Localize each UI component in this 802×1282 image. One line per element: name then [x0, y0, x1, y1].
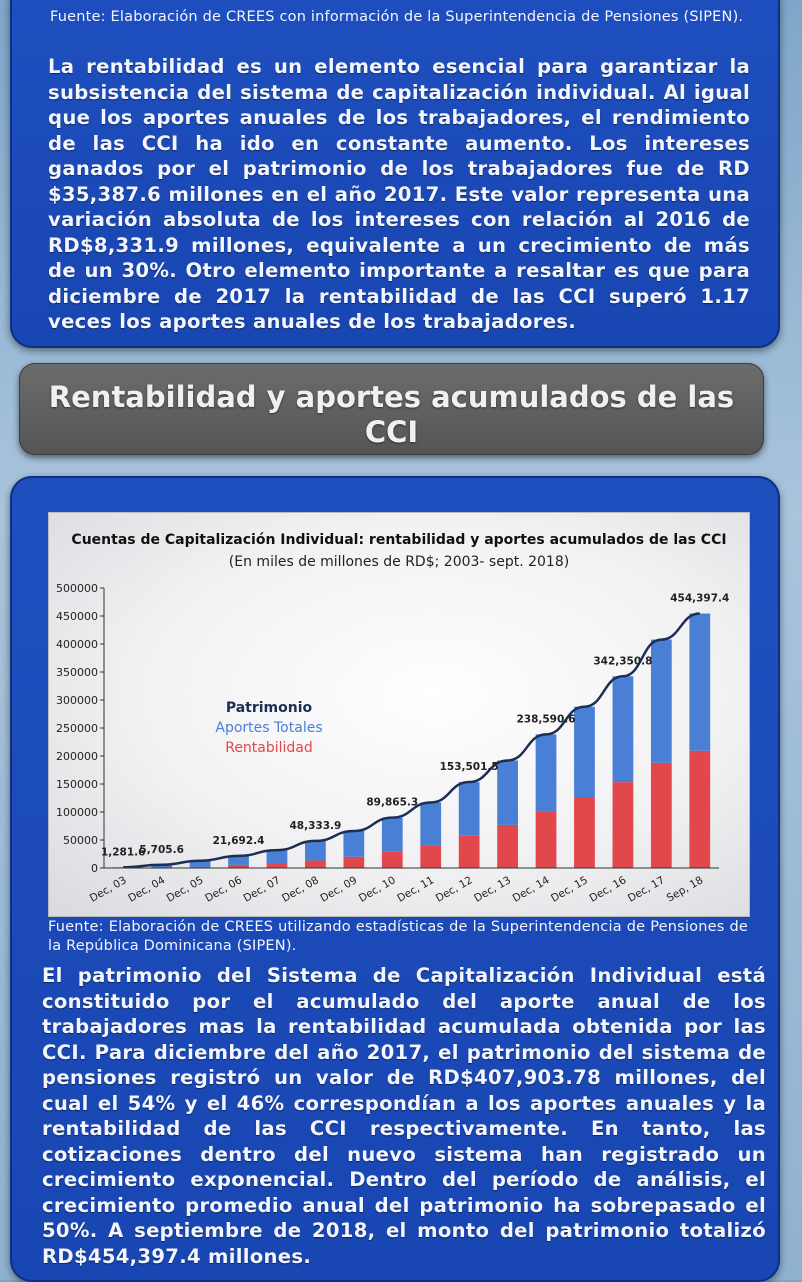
x-tick-label: Dec, 12 [434, 874, 475, 905]
y-tick-label: 400000 [56, 638, 98, 651]
patrimonio-data-label: 21,692.4 [213, 835, 265, 847]
x-tick-label: Dec, 07 [242, 874, 283, 905]
y-tick-label: 150000 [56, 778, 98, 791]
y-tick-label: 450000 [56, 610, 98, 623]
patrimonio-data-label: 342,350.8 [593, 655, 652, 667]
bar-rentabilidad [536, 811, 557, 868]
bar-aportes [343, 831, 364, 857]
bar-rentabilidad [651, 763, 672, 868]
patrimonio-data-label: 454,397.4 [670, 593, 729, 605]
chart-subtitle: (En miles de millones de RD$; 2003- sept… [229, 554, 569, 570]
bar-aportes [459, 782, 480, 836]
bar-rentabilidad [267, 863, 288, 868]
y-tick-label: 0 [91, 862, 98, 875]
patrimonio-data-label: 238,590.6 [516, 713, 575, 725]
x-tick-label: Sep, 18 [665, 874, 705, 904]
bars [113, 614, 710, 868]
bar-rentabilidad [343, 857, 364, 868]
patrimonio-data-label: 5,705.6 [139, 844, 184, 856]
data-labels: 1,281.65,705.621,692.448,333.989,865.315… [101, 593, 729, 859]
legend-item: Aportes Totales [215, 720, 322, 736]
bar-aportes [305, 841, 326, 861]
x-tick-label: Dec, 16 [587, 874, 628, 905]
bar-aportes [689, 614, 710, 751]
x-tick-label: Dec, 14 [511, 874, 552, 905]
bar-rentabilidad [613, 782, 634, 868]
chart-title: Cuentas de Capitalización Individual: re… [71, 532, 726, 548]
bar-aportes [267, 850, 288, 863]
x-tick-label: Dec, 08 [280, 874, 321, 905]
y-axis: 0 50000 100000 150000 200000 250000 300000 3500… [56, 582, 104, 875]
bar-aportes [497, 760, 518, 824]
patrimonio-data-label: 89,865.3 [366, 797, 418, 809]
y-tick-label: 300000 [56, 694, 98, 707]
x-tick-label: Dec, 13 [472, 874, 513, 905]
section-title: Rentabilidad y aportes acumulados de las… [19, 380, 764, 450]
bar-aportes [574, 707, 595, 798]
patrimonio-data-label: 48,333.9 [289, 820, 341, 832]
y-tick-label: 350000 [56, 666, 98, 679]
bar-rentabilidad [574, 798, 595, 868]
y-tick-label: 250000 [56, 722, 98, 735]
y-tick-label: 100000 [56, 806, 98, 819]
x-tick-label: Dec, 04 [126, 874, 167, 905]
x-tick-label: Dec, 06 [203, 874, 244, 905]
bottom-source-note: Fuente: Elaboración de CREES utilizando … [48, 918, 748, 956]
bar-rentabilidad [420, 846, 441, 868]
section-header: Rentabilidad y aportes acumulados de las… [19, 363, 764, 455]
y-tick-label: 500000 [56, 582, 98, 595]
x-tick-label: Dec, 09 [318, 874, 359, 905]
patrimonio-data-label: 153,501.5 [440, 761, 499, 773]
legend-item: Rentabilidad [225, 740, 313, 756]
top-source-note: Fuente: Elaboración de CREES con informa… [50, 8, 750, 27]
x-tick-label: Dec, 05 [165, 874, 206, 905]
bar-aportes [536, 734, 557, 811]
bar-rentabilidad [497, 825, 518, 868]
bar-aportes [651, 640, 672, 763]
bar-aportes [382, 818, 403, 852]
chart-svg: Cuentas de Capitalización Individual: re… [49, 513, 749, 916]
x-tick-label: Dec, 03 [88, 874, 129, 905]
bar-aportes [613, 676, 634, 782]
bar-rentabilidad [305, 861, 326, 868]
bar-rentabilidad [459, 836, 480, 868]
x-tick-label: Dec, 11 [395, 874, 436, 905]
legend: Patrimonio Aportes Totales Rentabilidad [215, 700, 322, 756]
y-tick-label: 200000 [56, 750, 98, 763]
x-tick-label: Dec, 10 [357, 874, 398, 905]
top-text-panel: Fuente: Elaboración de CREES con informa… [10, 0, 780, 348]
bar-rentabilidad [382, 851, 403, 868]
x-tick-label: Dec, 17 [626, 874, 667, 905]
y-tick-label: 50000 [63, 834, 98, 847]
bottom-paragraph: El patrimonio del Sistema de Capitalizac… [42, 963, 766, 1269]
bar-aportes [420, 802, 441, 845]
legend-item: Patrimonio [226, 700, 313, 716]
chart: Cuentas de Capitalización Individual: re… [48, 512, 750, 917]
bar-rentabilidad [689, 751, 710, 868]
top-paragraph: La rentabilidad es un elemento esencial … [48, 54, 750, 335]
x-tick-label: Dec, 15 [549, 874, 590, 905]
